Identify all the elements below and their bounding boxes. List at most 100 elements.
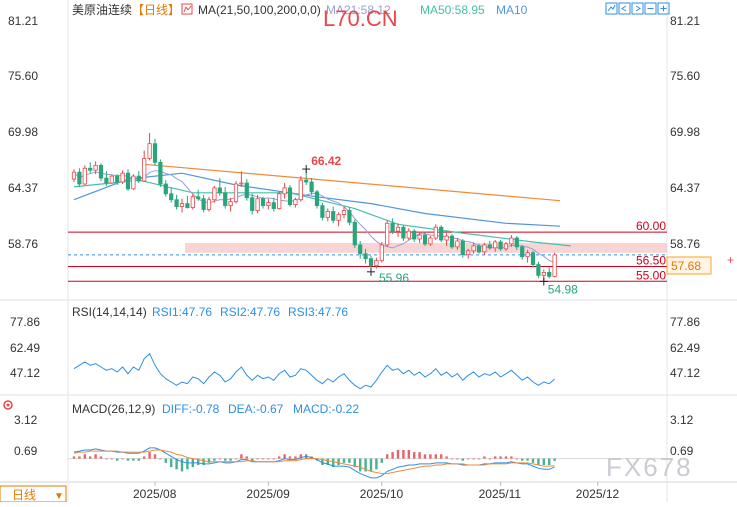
candle-body [509,237,514,245]
candle [525,249,530,263]
candle-body [401,226,406,239]
candle [250,193,255,215]
candle-body [131,175,136,190]
ma200-line [144,163,561,202]
macd-bar [224,458,227,461]
macd-bar [197,458,200,465]
plus-icon[interactable] [657,2,670,15]
candle-body [260,198,266,207]
candle-body [98,164,104,179]
add-alert-icon[interactable]: + [727,253,734,267]
macd-bar [99,456,103,459]
period-button-label: 日线 [12,488,36,502]
candle-layer [71,132,557,282]
candle-body [233,183,239,203]
macd-bar [170,458,173,468]
candle-body [309,181,314,193]
x-tick-label: 2025/09 [246,487,290,501]
candle-body [530,252,536,265]
candle-body [277,193,282,209]
macd-bar [278,456,281,459]
candle [277,191,282,210]
price-tick-label: 58.76 [670,237,700,251]
prev-icon[interactable] [618,2,631,15]
candle [244,179,249,201]
candle-body [147,143,152,159]
candle [206,196,212,212]
watermark-logo: L70.CN [323,6,398,31]
level-label: 60.00 [636,219,666,233]
candle [336,212,341,227]
rsi-tick-label: 77.86 [10,315,40,329]
candle-body [271,202,276,209]
candle-body [71,171,77,180]
macd-bar [542,458,545,465]
candle-body [493,241,498,249]
macd-tick-label: 3.12 [14,413,38,427]
price-tick-label: 81.21 [8,14,38,28]
macd-bar [251,458,254,461]
candle-body [217,187,222,194]
candle-body [406,230,411,239]
candle [239,171,244,187]
candle [352,219,357,248]
candle [142,150,147,183]
candle [509,235,514,247]
macd-bar [337,458,340,465]
macd-bar [348,458,351,463]
macd-bar [456,458,459,460]
macd-bar [294,456,297,459]
candle [179,198,185,213]
rsi-header: RSI(14,14,14) RSI1:47.76 RSI2:47.76 RSI3… [72,305,348,319]
chart-type-icon[interactable] [181,3,193,15]
period-tag[interactable]: 【日线】 [132,3,180,17]
candle [325,208,330,222]
macd-bar [434,454,437,459]
candle [266,198,271,210]
candle-body [428,237,433,245]
candle-body [331,211,336,221]
macd-bar [240,454,243,459]
candle-body [422,234,428,245]
macd-bar [483,456,486,459]
candle [482,242,487,255]
candle-body [520,246,525,258]
chart-type-icon[interactable] [605,2,618,15]
candle [428,236,433,246]
macd-bar [283,454,286,459]
candle [547,267,552,279]
candle [298,176,303,202]
candle-body [514,237,519,248]
macd-bar [110,458,113,460]
minus-icon[interactable] [644,2,657,15]
rsi-title: RSI(14,14,14) [72,305,147,319]
macd-bar [515,458,518,460]
candle-body [482,244,487,253]
candle-body [293,199,298,206]
candle-body [379,244,384,262]
macd-bar [288,456,292,459]
macd-bar [256,458,259,460]
candle-body [552,254,557,277]
candle-body [169,193,174,201]
macd-settings-icon[interactable] [3,400,13,410]
candle [320,202,325,221]
candle-body [158,161,163,185]
macd-header: MACD(26,12,9) DIFF:-0.78 DEA:-0.67 MACD:… [72,402,359,416]
candle-body [223,192,228,207]
macd-bar [477,458,481,460]
macd-tick-label: 0.69 [14,444,38,458]
candle-body [536,264,541,276]
candle [395,223,401,238]
candle [331,206,336,224]
next-icon[interactable] [631,2,644,15]
macd-bar [234,458,238,460]
candle [412,229,417,242]
candle-body [471,245,476,252]
candle-body [104,177,109,184]
macd-bar [364,458,367,472]
ma10-value: MA10 [496,3,528,17]
macd-title: MACD(26,12,9) [72,402,155,416]
macd-bar [440,454,443,459]
period-dropdown-icon[interactable]: ▼ [54,491,64,502]
